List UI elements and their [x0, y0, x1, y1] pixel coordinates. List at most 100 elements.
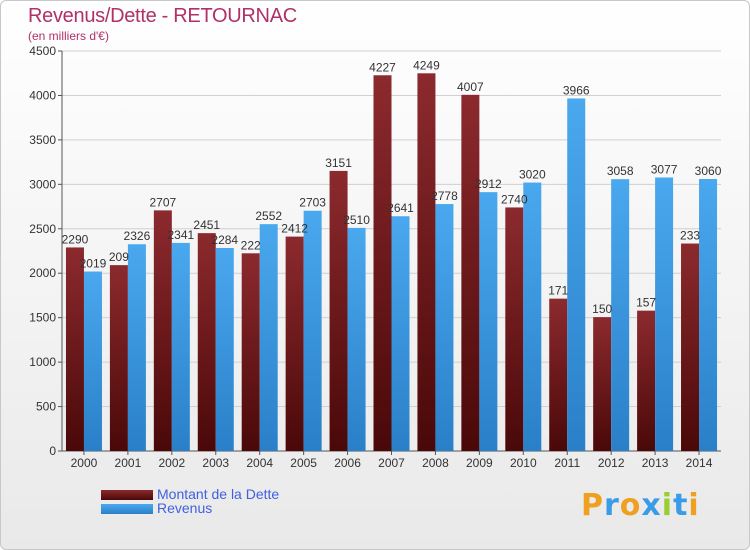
- data-label-revenus: 2778: [431, 189, 458, 203]
- chart-subtitle: (en milliers d'€): [28, 29, 109, 43]
- x-tick-label: 2006: [334, 456, 361, 470]
- data-label-dette: 157: [636, 296, 656, 310]
- x-tick-label: 2004: [246, 456, 273, 470]
- logo-letter: x: [641, 488, 662, 523]
- bar-dette: [549, 298, 568, 451]
- y-tick-label: 2000: [29, 266, 56, 280]
- x-tick-label: 2014: [686, 456, 713, 470]
- data-label-dette: 171: [548, 284, 568, 298]
- y-tick-label: 0: [49, 444, 56, 458]
- legend-label-revenus: Revenus: [157, 500, 213, 516]
- data-label-dette: 2451: [193, 218, 220, 232]
- data-label-dette: 3151: [325, 156, 352, 170]
- bar-revenus: [699, 179, 718, 451]
- bar-revenus: [523, 182, 542, 452]
- x-tick-label: 2013: [642, 456, 669, 470]
- x-tick-label: 2007: [378, 456, 405, 470]
- legend-swatch-dette: [101, 490, 153, 500]
- bar-revenus: [171, 242, 190, 451]
- y-tick-label: 2500: [29, 222, 56, 236]
- logo-letter: i: [688, 488, 700, 523]
- logo-letter: r: [604, 488, 620, 523]
- x-tick-label: 2000: [71, 456, 98, 470]
- x-tick-label: 2002: [158, 456, 185, 470]
- bar-dette: [593, 317, 612, 451]
- data-label-revenus: 2284: [211, 233, 238, 247]
- data-label-revenus: 2703: [299, 196, 326, 210]
- chart-title: Revenus/Dette - RETOURNAC: [28, 5, 297, 27]
- bar-dette: [461, 94, 480, 452]
- x-tick-label: 2001: [115, 456, 142, 470]
- data-label-dette: 2707: [149, 195, 176, 209]
- y-tick-label: 4000: [29, 88, 56, 102]
- y-tick-label: 3500: [29, 133, 56, 147]
- bar-dette: [417, 73, 436, 452]
- data-label-revenus: 2326: [124, 229, 151, 243]
- bar-revenus: [479, 192, 498, 451]
- bar-dette: [109, 265, 128, 451]
- bar-revenus: [259, 224, 278, 451]
- data-label-revenus: 2510: [343, 213, 370, 227]
- bar-dette: [197, 233, 216, 451]
- data-label-revenus: 2912: [475, 177, 502, 191]
- bar-revenus: [83, 271, 102, 451]
- bar-dette: [241, 253, 260, 451]
- bar-revenus: [567, 98, 586, 451]
- y-tick-label: 1000: [29, 355, 56, 369]
- data-label-dette: 4227: [369, 60, 396, 74]
- data-label-dette: 4249: [413, 58, 440, 72]
- x-tick-label: 2009: [466, 456, 493, 470]
- bar-revenus: [611, 179, 630, 451]
- x-tick-label: 2010: [510, 456, 537, 470]
- data-label-dette: 233: [680, 229, 700, 243]
- x-tick-label: 2011: [554, 456, 580, 470]
- bar-revenus: [435, 204, 454, 451]
- data-label-dette: 4007: [457, 80, 484, 94]
- bar-dette: [505, 207, 524, 451]
- data-label-revenus: 3077: [651, 162, 678, 176]
- data-label-revenus: 2552: [255, 209, 282, 223]
- bar-dette: [681, 243, 700, 451]
- data-label-revenus: 3020: [519, 168, 546, 182]
- data-label-dette: 150: [592, 302, 612, 316]
- bar-dette: [373, 75, 392, 452]
- bar-dette: [153, 210, 172, 451]
- bar-dette: [65, 247, 84, 451]
- y-tick-label: 1500: [29, 311, 56, 325]
- bar-dette: [329, 170, 348, 451]
- data-label-revenus: 2341: [167, 228, 194, 242]
- data-label-revenus: 3060: [695, 164, 722, 178]
- x-tick-label: 2005: [290, 456, 317, 470]
- data-label-dette: 209: [109, 250, 129, 264]
- bar-revenus: [347, 227, 366, 451]
- x-tick-label: 2012: [598, 456, 625, 470]
- data-label-revenus: 3966: [563, 83, 590, 97]
- bar-revenus: [215, 247, 234, 451]
- bar-dette: [637, 310, 656, 451]
- y-tick-label: 4500: [29, 44, 56, 58]
- bar-revenus: [127, 244, 146, 451]
- data-label-revenus: 2019: [80, 257, 107, 271]
- data-label-revenus: 3058: [607, 164, 634, 178]
- x-tick-label: 2003: [202, 456, 229, 470]
- logo-letter: t: [673, 488, 689, 523]
- data-label-dette: 2740: [501, 192, 528, 206]
- bar-revenus: [303, 210, 322, 451]
- logo-letter: i: [661, 488, 674, 523]
- legend-label-dette: Montant de la Dette: [157, 486, 280, 502]
- legend-swatch-revenus: [101, 504, 153, 514]
- data-label-dette: 222: [241, 238, 261, 252]
- logo-letter: o: [619, 488, 642, 523]
- proxiti-logo: Proxiti: [581, 488, 700, 523]
- bar-revenus: [655, 177, 674, 451]
- y-tick-label: 3000: [29, 177, 56, 191]
- data-label-dette: 2290: [62, 232, 89, 246]
- logo-letter: P: [581, 488, 604, 523]
- data-label-dette: 2412: [281, 222, 308, 236]
- data-label-revenus: 2641: [387, 201, 414, 215]
- bar-dette: [285, 236, 304, 451]
- bar-revenus: [391, 216, 410, 451]
- y-tick-label: 500: [36, 400, 56, 414]
